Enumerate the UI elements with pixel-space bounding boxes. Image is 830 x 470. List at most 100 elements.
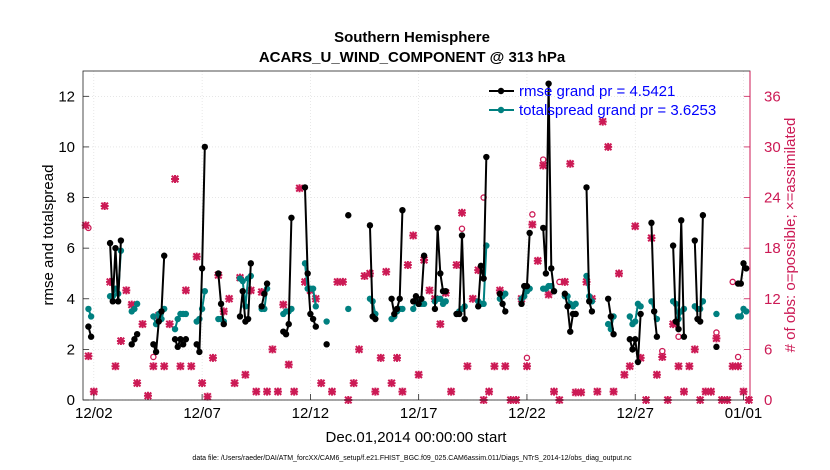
- rmse-point-6-1: [217, 300, 225, 308]
- obs-assimilated-marker-17: [176, 362, 185, 371]
- rmse-point-27-2: [675, 325, 682, 333]
- rmse-point-8-1: [261, 290, 268, 297]
- totalspread-point-16-2: [437, 295, 444, 302]
- obs-assimilated-marker-114: [707, 387, 716, 396]
- rmse-point-25-1: [629, 346, 636, 353]
- rmse-point-20-0: [518, 300, 525, 308]
- obs-assimilated-marker-23: [208, 353, 217, 362]
- rmse-point-16-4: [442, 287, 449, 295]
- y-tick-label-5: 10: [58, 139, 75, 156]
- rmse-point-14-2: [393, 305, 401, 313]
- totalspread-point-14-4: [399, 305, 406, 313]
- rmse-point-21-3: [548, 265, 555, 272]
- rmse-point-25-4: [637, 310, 644, 318]
- obs-assimilated-marker-33: [263, 387, 272, 396]
- obs-assimilated-marker-111: [690, 345, 699, 354]
- obs-possible-marker-4: [523, 354, 531, 362]
- x-tick-label-2: 12/12: [292, 405, 330, 422]
- obs-assimilated-marker-95: [604, 142, 613, 151]
- y-right-tick-label-3: 18: [764, 240, 781, 257]
- totalspread-point-0-0: [85, 305, 92, 313]
- rmse-point-22-1: [564, 303, 571, 310]
- obs-assimilated-marker-39: [295, 184, 304, 193]
- totalspread-point-5-3: [201, 287, 209, 295]
- rmse-point-9-1: [282, 331, 290, 338]
- rmse-point-21-0: [539, 224, 547, 232]
- x-axis-label: Dec.01,2014 00:00:00 start: [326, 429, 508, 446]
- obs-assimilated-marker-5: [111, 362, 120, 371]
- rmse-point-11-0: [323, 341, 330, 348]
- totalspread-point-18-2: [480, 300, 487, 308]
- obs-assimilated-marker-19: [187, 362, 196, 371]
- rmse-point-15-3: [418, 295, 425, 302]
- rmse-point-13-2: [372, 315, 379, 323]
- obs-assimilated-marker-82: [533, 256, 542, 265]
- totalspread-point-15-0: [410, 305, 417, 313]
- rmse-point-18-3: [483, 153, 490, 161]
- obs-assimilated-marker-118: [728, 362, 737, 371]
- obs-assimilated-marker-18: [181, 286, 190, 295]
- totalspread-point-2-2: [133, 300, 141, 308]
- rmse-point-2-0: [128, 341, 135, 348]
- rmse-point-14-4: [399, 206, 406, 214]
- obs-assimilated-marker-40: [300, 277, 309, 286]
- rmse-point-30-2: [740, 260, 747, 267]
- rmse-point-3-3: [158, 308, 165, 315]
- rmse-point-10-4: [312, 323, 320, 330]
- y-tick-label-6: 12: [58, 88, 75, 105]
- chart-title-line-1: Southern Hemisphere: [334, 29, 490, 46]
- obs-assimilated-marker-10: [138, 320, 147, 329]
- y-tick-label-0: 0: [67, 392, 75, 409]
- y-tick-label-1: 2: [67, 341, 75, 358]
- obs-assimilated-marker-51: [365, 269, 374, 278]
- obs-assimilated-marker-108: [674, 362, 683, 371]
- rmse-point-25-3: [634, 358, 642, 366]
- obs-assimilated-marker-49: [355, 345, 364, 354]
- obs-assimilated-marker-14: [160, 362, 169, 371]
- totalspread-point-25-4: [637, 303, 644, 310]
- totalspread-point-10-4: [312, 303, 320, 310]
- rmse-point-20-3: [526, 229, 533, 237]
- totalspread-point-2-1: [131, 305, 138, 313]
- rmse-point-21-4: [550, 287, 558, 295]
- rmse-point-1-2: [112, 244, 119, 252]
- totalspread-point-22-4: [572, 300, 579, 308]
- rmse-point-22-4: [572, 310, 579, 318]
- rmse-point-17-3: [461, 315, 468, 323]
- rmse-point-28-3: [699, 212, 707, 219]
- obs-assimilated-marker-81: [528, 220, 537, 229]
- rmse-point-1-3: [114, 298, 122, 305]
- obs-assimilated-marker-68: [457, 208, 466, 217]
- rmse-point-26-1: [650, 308, 658, 315]
- rmse-point-26-2: [653, 333, 661, 340]
- rmse-point-5-0: [193, 341, 200, 348]
- obs-assimilated-marker-99: [625, 362, 634, 371]
- y-right-tick-label-6: 36: [764, 88, 781, 105]
- totalspread-point-7-1: [239, 277, 246, 285]
- obs-assimilated-marker-64: [436, 320, 445, 329]
- obs-assimilated-marker-7: [122, 286, 131, 295]
- rmse-line-segment-5: [195, 146, 206, 353]
- rmse-point-8-0: [258, 303, 265, 310]
- rmse-point-2-2: [133, 331, 141, 338]
- obs-assimilated-marker-67: [452, 261, 461, 270]
- obs-assimilated-marker-55: [387, 379, 396, 388]
- obs-possible-marker-2: [458, 225, 466, 233]
- rmse-point-5-2: [198, 265, 206, 272]
- obs-assimilated-marker-36: [279, 300, 288, 309]
- obs-assimilated-marker-25: [219, 307, 228, 316]
- y-axis-label-right: # of obs: o=possible; ×=assimilated: [782, 118, 799, 353]
- rmse-point-16-1: [434, 224, 441, 232]
- rmse-point-3-2: [155, 318, 162, 325]
- obs-assimilated-marker-53: [376, 353, 385, 362]
- obs-assimilated-marker-11: [143, 391, 152, 400]
- rmse-point-1-1: [109, 298, 116, 305]
- rmse-point-16-0: [431, 305, 439, 313]
- rmse-point-1-4: [117, 237, 125, 244]
- rmse-point-4-3: [179, 341, 187, 348]
- rmse-point-6-0: [215, 270, 222, 277]
- totalspread-point-10-3: [309, 285, 317, 292]
- x-tick-label-5: 12/27: [616, 405, 654, 422]
- legend-spread-marker: [497, 106, 505, 114]
